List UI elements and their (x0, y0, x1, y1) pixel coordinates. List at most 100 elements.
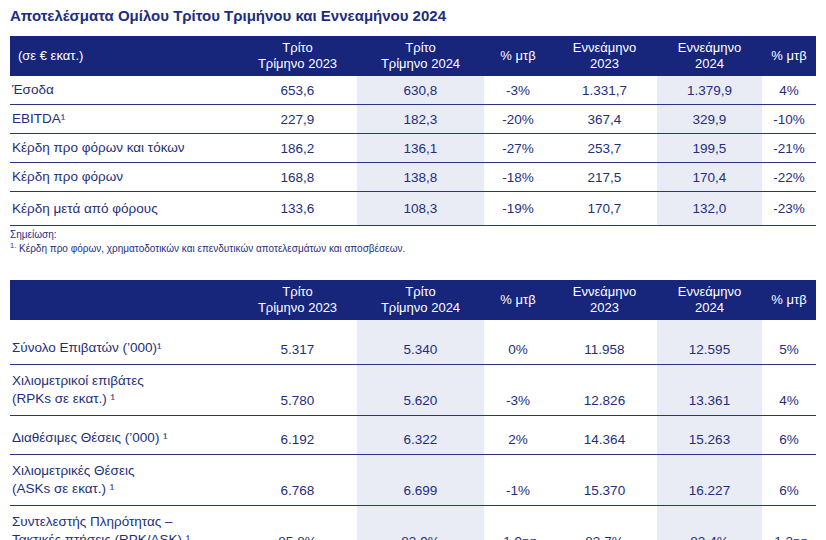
cell-value: -3% (484, 365, 552, 416)
column-header-q3-2023: Τρίτο Τρίμηνο 2023 (238, 280, 357, 320)
column-header-q3-2023: Τρίτο Τρίμηνο 2023 (238, 36, 357, 76)
cell-value: 653,6 (238, 76, 357, 105)
cell-value: 227,9 (238, 105, 357, 134)
cell-value: 83,9% (357, 506, 484, 540)
cell-value: 108,3 (357, 192, 484, 226)
cell-value: 136,1 (357, 134, 484, 163)
column-header-q3-2024: Τρίτο Τρίμηνο 2024 (357, 280, 484, 320)
table-row: Σύνολο Επιβατών (’000)¹ 5.317 5.340 0% 1… (10, 320, 816, 365)
row-label: Χιλιομετρικές Θέσεις (ASKs σε εκατ.) ¹ (10, 455, 238, 506)
cell-value: -10% (762, 105, 816, 134)
cell-value: -22% (762, 163, 816, 192)
cell-value: -3% (484, 76, 552, 105)
cell-value: 1.331,7 (552, 76, 657, 105)
cell-value: 5.620 (357, 365, 484, 416)
cell-value: 82,4% (657, 506, 762, 540)
cell-value: 133,6 (238, 192, 357, 226)
cell-value: 182,3 (357, 105, 484, 134)
cell-value: 13.361 (657, 365, 762, 416)
cell-value: 217,5 (552, 163, 657, 192)
cell-value: 12.595 (657, 320, 762, 365)
cell-value: 199,5 (657, 134, 762, 163)
note-heading: Σημείωση: (10, 229, 816, 240)
financial-table-header: (σε € εκατ.) Τρίτο Τρίμηνο 2023 Τρίτο Τρ… (10, 36, 816, 76)
column-header-9m-2024: Εννεάμηνο 2024 (657, 280, 762, 320)
column-header-change-q3: % μτβ (484, 280, 552, 320)
row-label: EBITDA¹ (10, 105, 238, 134)
cell-value: 11.958 (552, 320, 657, 365)
column-header-unit: (σε € εκατ.) (10, 36, 238, 76)
traffic-table: Τρίτο Τρίμηνο 2023 Τρίτο Τρίμηνο 2024 % … (10, 280, 816, 540)
cell-value: -19% (484, 192, 552, 226)
cell-value: 132,0 (657, 192, 762, 226)
financial-table-note: Σημείωση: 1. Κέρδη προ φόρων, χρηματοδοτ… (10, 229, 816, 254)
column-header-change-9m: % μτβ (762, 36, 816, 76)
cell-value: 367,4 (552, 105, 657, 134)
cell-value: 168,8 (238, 163, 357, 192)
note-text: 1. Κέρδη προ φόρων, χρηματοδοτικών και ε… (10, 241, 816, 254)
cell-value: 630,8 (357, 76, 484, 105)
table-row: Συντελεστής Πληρότητας – Τακτικές πτήσει… (10, 506, 816, 540)
cell-value: 6% (762, 455, 816, 506)
row-label: Κέρδη προ φόρων (10, 163, 238, 192)
cell-value: 6.768 (238, 455, 357, 506)
cell-value: -1,3pp (762, 506, 816, 540)
cell-value: 0% (484, 320, 552, 365)
cell-value: 5.317 (238, 320, 357, 365)
cell-value: 16.227 (657, 455, 762, 506)
cell-value: 6.192 (238, 416, 357, 455)
cell-value: -20% (484, 105, 552, 134)
cell-value: 170,4 (657, 163, 762, 192)
cell-value: 329,9 (657, 105, 762, 134)
cell-value: -23% (762, 192, 816, 226)
traffic-table-header: Τρίτο Τρίμηνο 2023 Τρίτο Τρίμηνο 2024 % … (10, 280, 816, 320)
spacer (10, 254, 816, 280)
cell-value: 15.370 (552, 455, 657, 506)
cell-value: -27% (484, 134, 552, 163)
cell-value: 6.322 (357, 416, 484, 455)
column-header-9m-2023: Εννεάμηνο 2023 (552, 36, 657, 76)
column-header-blank (10, 280, 238, 320)
column-header-9m-2024: Εννεάμηνο 2024 (657, 36, 762, 76)
cell-value: 186,2 (238, 134, 357, 163)
row-label: Σύνολο Επιβατών (’000)¹ (10, 320, 238, 365)
cell-value: 5.780 (238, 365, 357, 416)
table-row: Κέρδη προ φόρων 168,8 138,8 -18% 217,5 1… (10, 163, 816, 192)
row-label: Κέρδη μετά από φόρους (10, 192, 238, 226)
cell-value: 14.364 (552, 416, 657, 455)
row-label: Χιλιομετρικοί επιβάτες (RPKs σε εκατ.) ¹ (10, 365, 238, 416)
cell-value: 6.699 (357, 455, 484, 506)
cell-value: 1.379,9 (657, 76, 762, 105)
column-header-change-9m: % μτβ (762, 280, 816, 320)
row-label: Έσοδα (10, 76, 238, 105)
results-page: Αποτελέσματα Ομίλου Τρίτου Τριμήνου και … (0, 0, 826, 540)
cell-value: 12.826 (552, 365, 657, 416)
cell-value: 138,8 (357, 163, 484, 192)
cell-value: 15.263 (657, 416, 762, 455)
cell-value: 6% (762, 416, 816, 455)
table-row: Χιλιομετρικές Θέσεις (ASKs σε εκατ.) ¹ 6… (10, 455, 816, 506)
page-title: Αποτελέσματα Ομίλου Τρίτου Τριμήνου και … (10, 7, 816, 24)
table-row: Κέρδη μετά από φόρους 133,6 108,3 -19% 1… (10, 192, 816, 226)
table-row: Διαθέσιμες Θέσεις (’000) ¹ 6.192 6.322 2… (10, 416, 816, 455)
row-label: Διαθέσιμες Θέσεις (’000) ¹ (10, 416, 238, 455)
cell-value: 5% (762, 320, 816, 365)
cell-value: 85,8% (238, 506, 357, 540)
cell-value: -1% (484, 455, 552, 506)
table-row: Χιλιομετρικοί επιβάτες (RPKs σε εκατ.) ¹… (10, 365, 816, 416)
cell-value: -21% (762, 134, 816, 163)
cell-value: 253,7 (552, 134, 657, 163)
cell-value: -18% (484, 163, 552, 192)
column-header-9m-2023: Εννεάμηνο 2023 (552, 280, 657, 320)
cell-value: 4% (762, 76, 816, 105)
cell-value: 4% (762, 365, 816, 416)
table-row: Έσοδα 653,6 630,8 -3% 1.331,7 1.379,9 4% (10, 76, 816, 105)
row-label: Κέρδη προ φόρων και τόκων (10, 134, 238, 163)
cell-value: 83,7% (552, 506, 657, 540)
cell-value: 5.340 (357, 320, 484, 365)
cell-value: 2% (484, 416, 552, 455)
column-header-change-q3: % μτβ (484, 36, 552, 76)
column-header-q3-2024: Τρίτο Τρίμηνο 2024 (357, 36, 484, 76)
cell-value: 170,7 (552, 192, 657, 226)
financial-results-table: (σε € εκατ.) Τρίτο Τρίμηνο 2023 Τρίτο Τρ… (10, 36, 816, 226)
